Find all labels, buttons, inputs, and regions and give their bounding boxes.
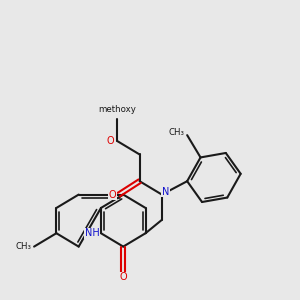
- Text: methoxy: methoxy: [98, 105, 136, 114]
- Text: CH₃: CH₃: [16, 242, 32, 251]
- Text: methoxy: methoxy: [103, 108, 132, 114]
- Text: CH₃: CH₃: [169, 128, 185, 137]
- Text: O: O: [107, 136, 115, 146]
- Text: O: O: [119, 272, 127, 282]
- Text: N: N: [162, 187, 169, 196]
- Text: O: O: [108, 190, 116, 200]
- Text: NH: NH: [85, 228, 99, 238]
